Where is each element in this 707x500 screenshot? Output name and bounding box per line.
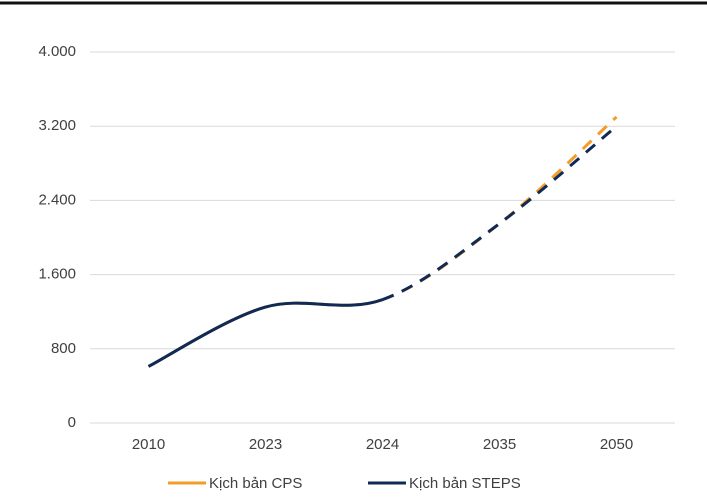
y-tick-label: 800 [51, 340, 76, 357]
x-tick-label: 2024 [366, 436, 399, 453]
x-tick-label: 2010 [132, 436, 165, 453]
y-tick-label: 2.400 [38, 191, 76, 208]
series-line [147, 298, 384, 368]
x-tick-label: 2050 [600, 436, 633, 453]
series-line [381, 115, 618, 302]
series-line [381, 125, 618, 302]
y-tick-label: 3.200 [38, 117, 76, 134]
series-line [147, 298, 384, 368]
x-tick-label: 2023 [249, 436, 282, 453]
y-tick-label: 1.600 [38, 266, 76, 283]
legend-label: Kịch bản STEPS [409, 475, 521, 492]
y-tick-label: 4.000 [38, 43, 76, 60]
x-tick-label: 2035 [483, 436, 516, 453]
y-tick-label: 0 [68, 414, 76, 431]
legend-label: Kịch bản CPS [209, 475, 302, 492]
